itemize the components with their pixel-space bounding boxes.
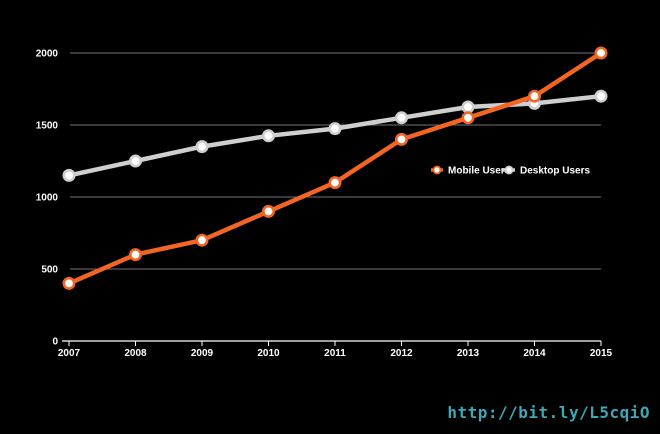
desktop-users-point	[394, 111, 408, 125]
x-tick-label: 2012	[390, 348, 413, 359]
legend-label: Mobile Users	[448, 166, 511, 177]
desktop-users-point	[195, 140, 209, 154]
mobile-users-point	[328, 176, 342, 190]
y-tick-label: 500	[41, 265, 58, 276]
mobile-users-point	[129, 248, 143, 262]
mobile-users-point	[394, 132, 408, 146]
mobile-users-point	[62, 276, 76, 290]
x-tick-label: 2015	[590, 348, 613, 359]
mobile-users-point	[527, 89, 541, 103]
desktop-users-line	[66, 93, 604, 178]
y-tick-label: 1000	[36, 193, 59, 204]
x-tick-label: 2014	[523, 348, 546, 359]
desktop-users-point	[129, 154, 143, 168]
x-tick-label: 2011	[324, 348, 346, 359]
y-tick-label: 2000	[36, 49, 59, 60]
x-tick-label: 2007	[58, 348, 81, 359]
desktop-users-point	[594, 89, 608, 103]
desktop-users-point	[461, 100, 475, 114]
legend-marker-desktop-users	[504, 165, 514, 175]
y-tick-label: 0	[52, 337, 58, 348]
mobile-users-point	[594, 46, 608, 60]
desktop-users-point	[261, 129, 275, 143]
mobile-users-point	[461, 111, 475, 125]
x-tick-label: 2013	[457, 348, 480, 359]
legend-marker-mobile-users	[432, 165, 442, 175]
desktop-users-point	[328, 122, 342, 136]
x-tick-label: 2010	[257, 348, 280, 359]
mobile-users-point	[261, 204, 275, 218]
x-tick-label: 2008	[124, 348, 147, 359]
mobile-users-point	[195, 233, 209, 247]
desktop-users-point	[62, 168, 76, 182]
source-link[interactable]: http://bit.ly/L5cqiO	[447, 403, 650, 422]
y-tick-label: 1500	[36, 121, 59, 132]
x-tick-label: 2009	[191, 348, 214, 359]
legend-label: Desktop Users	[520, 166, 590, 177]
